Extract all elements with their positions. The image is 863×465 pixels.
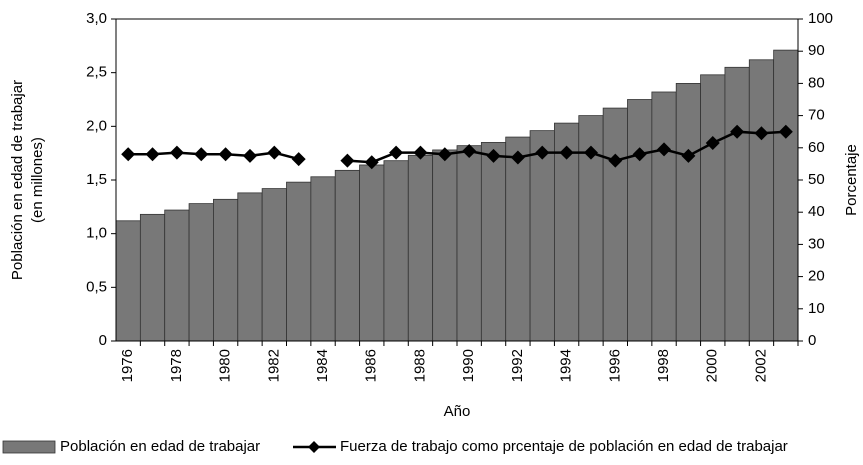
y2-tick-label: 100 xyxy=(808,10,833,27)
legend-label: Fuerza de trabajo como prcentaje de pobl… xyxy=(340,438,788,455)
x-tick-label: 1980 xyxy=(217,349,234,382)
y-tick-label: 0 xyxy=(99,332,107,349)
bar xyxy=(627,99,653,342)
bar xyxy=(748,59,775,342)
x-tick-label: 1990 xyxy=(460,349,477,382)
y2-tick-label: 50 xyxy=(808,171,825,188)
line-marker xyxy=(145,147,160,162)
y-tick-label: 2,0 xyxy=(86,117,107,134)
bar xyxy=(432,149,458,342)
bar xyxy=(700,74,726,342)
line-marker xyxy=(194,147,209,162)
line-marker xyxy=(583,145,598,160)
bar xyxy=(334,169,360,342)
x-axis-title: Año xyxy=(444,403,471,420)
line-marker xyxy=(730,124,745,139)
x-tick-label: 1984 xyxy=(314,349,331,382)
y-tick-label: 0,5 xyxy=(86,278,107,295)
bar xyxy=(286,181,312,342)
bar xyxy=(456,145,482,342)
line-marker xyxy=(705,135,720,150)
y2-tick-label: 70 xyxy=(808,107,825,124)
line-marker xyxy=(608,153,623,168)
bar xyxy=(139,213,166,342)
y2-tick-label: 0 xyxy=(808,332,816,349)
bar xyxy=(188,203,214,342)
x-tick-label: 1986 xyxy=(363,349,380,382)
y2-tick-label: 20 xyxy=(808,268,825,285)
line-marker xyxy=(657,142,672,157)
x-tick-label: 1992 xyxy=(509,349,526,382)
legend-marker xyxy=(308,441,320,453)
line-marker xyxy=(169,145,184,160)
x-tick-label: 2002 xyxy=(752,349,769,382)
y2-tick-label: 60 xyxy=(808,139,825,156)
line-marker xyxy=(242,148,257,163)
bar xyxy=(529,130,555,342)
line-marker xyxy=(510,150,525,165)
x-tick-label: 1996 xyxy=(606,349,623,382)
bar xyxy=(651,91,677,342)
bar xyxy=(383,160,409,342)
y2-tick-label: 10 xyxy=(808,300,825,317)
line-marker xyxy=(389,145,404,160)
line-marker xyxy=(121,147,136,162)
bar xyxy=(237,192,263,342)
bar xyxy=(213,198,239,342)
line-marker xyxy=(559,145,574,160)
x-tick-label: 1998 xyxy=(655,349,672,382)
y2-tick-label: 40 xyxy=(808,203,825,220)
bar xyxy=(359,164,385,342)
line-marker xyxy=(486,148,501,163)
legend-label: Población en edad de trabajar xyxy=(60,438,260,455)
bar xyxy=(480,142,507,342)
x-tick-label: 1994 xyxy=(558,349,575,382)
x-tick-label: 1976 xyxy=(119,349,136,382)
y-axis-subtitle: (en millones) xyxy=(29,137,46,223)
y-tick-label: 1,5 xyxy=(86,171,107,188)
bar xyxy=(602,107,628,342)
y2-tick-label: 90 xyxy=(808,42,825,59)
line-marker xyxy=(681,148,696,163)
bar xyxy=(675,83,701,342)
x-tick-label: 2000 xyxy=(704,349,721,382)
x-tick-label: 1988 xyxy=(411,349,428,382)
line-marker xyxy=(291,152,306,167)
line-marker xyxy=(632,147,647,162)
line-marker xyxy=(218,147,233,162)
legend-swatch xyxy=(2,440,56,454)
y2-tick-label: 80 xyxy=(808,74,825,91)
bar xyxy=(164,209,190,342)
line-marker xyxy=(437,147,452,162)
x-tick-label: 1978 xyxy=(168,349,185,382)
line-marker xyxy=(413,145,428,160)
y-tick-label: 3,0 xyxy=(86,10,107,27)
line-marker xyxy=(462,144,477,159)
bar xyxy=(724,66,750,342)
line-marker xyxy=(267,145,282,160)
bar xyxy=(261,188,287,342)
y-axis-title: Población en edad de trabajar xyxy=(9,80,26,280)
y-tick-label: 2,5 xyxy=(86,64,107,81)
line-marker xyxy=(778,124,793,139)
line-marker xyxy=(535,145,550,160)
y2-axis-title: Porcentaje xyxy=(843,144,860,216)
bar xyxy=(407,154,434,342)
line-marker xyxy=(754,126,769,141)
y-tick-label: 1,0 xyxy=(86,225,107,242)
y2-tick-label: 30 xyxy=(808,235,825,252)
line-marker xyxy=(340,153,355,168)
bar xyxy=(773,49,799,342)
line-marker xyxy=(364,155,379,170)
bar xyxy=(115,220,141,342)
x-tick-label: 1982 xyxy=(265,349,282,382)
bar xyxy=(310,176,336,342)
bar xyxy=(505,136,531,342)
